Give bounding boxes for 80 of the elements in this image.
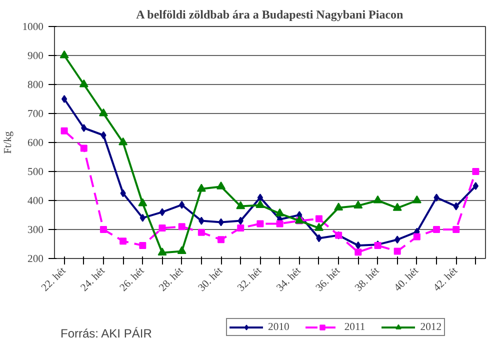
point: [216, 181, 226, 190]
point: [61, 95, 68, 103]
point: [316, 234, 322, 242]
point: [118, 137, 128, 146]
point: [81, 124, 87, 132]
y-tick-label: 400: [28, 196, 44, 207]
x-tick-label: 38. hét: [353, 266, 382, 294]
point: [198, 228, 205, 236]
point: [452, 226, 460, 233]
y-tick-label: 700: [28, 109, 44, 120]
point: [314, 222, 324, 231]
point: [177, 246, 186, 254]
point: [218, 218, 224, 226]
point: [373, 195, 382, 204]
point: [334, 202, 344, 211]
point: [80, 144, 88, 152]
y-tick-label: 800: [28, 80, 44, 91]
point: [60, 50, 69, 58]
y-tick-label: 300: [28, 225, 44, 236]
point: [453, 202, 459, 210]
point: [159, 208, 166, 216]
point: [256, 220, 264, 228]
x-tick-label: 40. hét: [392, 266, 421, 294]
point: [120, 189, 126, 198]
point: [158, 248, 167, 256]
point: [236, 201, 246, 210]
legend-label: 2011: [344, 321, 366, 333]
point: [394, 236, 400, 244]
point: [140, 214, 146, 222]
point: [394, 248, 401, 255]
point: [392, 202, 402, 211]
point: [237, 224, 244, 232]
y-tick-label: 900: [28, 51, 44, 62]
point: [472, 168, 480, 175]
y-axis-title: Ft/kg: [3, 130, 14, 154]
point: [138, 198, 148, 206]
point: [100, 131, 106, 140]
x-tick-label: 30. hét: [196, 266, 225, 294]
point: [238, 216, 244, 225]
y-tick-label: 1000: [22, 22, 44, 33]
point: [256, 200, 265, 208]
x-tick-label: 28. hét: [157, 266, 186, 294]
point: [257, 194, 264, 202]
point: [218, 236, 225, 244]
point: [196, 184, 206, 192]
point: [178, 223, 186, 230]
point: [315, 215, 322, 222]
text: Forrás: AKI PÁIR: [60, 326, 152, 340]
point: [354, 248, 362, 256]
point: [355, 241, 361, 250]
point: [158, 224, 166, 232]
point: [276, 220, 284, 228]
point: [434, 194, 440, 202]
legend-label: 2012: [420, 321, 442, 333]
x-tick-label: 36. hét: [314, 266, 342, 294]
x-tick-label: 26. hét: [118, 266, 147, 294]
point: [354, 200, 363, 209]
x-tick-label: 22. hét: [40, 266, 68, 294]
point: [60, 127, 68, 134]
point: [472, 182, 479, 190]
point: [120, 238, 127, 245]
point: [198, 216, 204, 225]
point: [433, 226, 440, 233]
x-tick-label: 34. hét: [274, 266, 304, 294]
point: [412, 195, 422, 204]
legend-label: 2010: [268, 321, 290, 333]
y-tick-label: 500: [28, 167, 44, 178]
point: [413, 233, 420, 240]
x-tick-label: 32. hét: [236, 266, 264, 294]
y-tick-label: 600: [28, 138, 44, 149]
x-tick-label: 42. hét: [432, 266, 460, 294]
point: [275, 208, 284, 216]
point: [139, 242, 146, 249]
point: [79, 79, 88, 88]
point: [179, 200, 185, 209]
y-tick-label: 200: [28, 254, 44, 265]
point: [100, 226, 107, 233]
point: [98, 108, 108, 116]
chart-title: A belföldi zöldbab ára a Budapesti Nagybani Piacon: [136, 8, 404, 22]
x-tick-label: 24. hét: [79, 266, 108, 294]
